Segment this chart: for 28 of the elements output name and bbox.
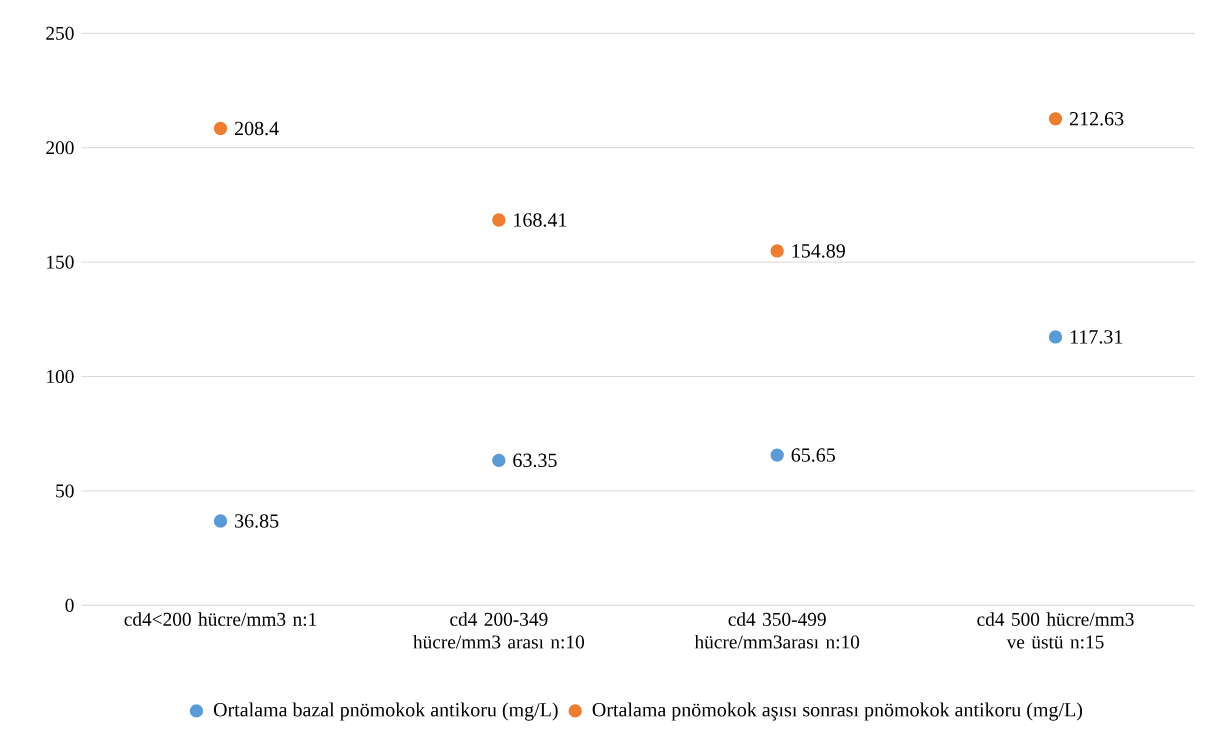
point — [492, 213, 506, 227]
y-tick-label: 100 — [47, 370, 74, 384]
point — [492, 453, 506, 468]
y-tick-label: 250 — [46, 26, 74, 41]
point — [770, 448, 784, 462]
point — [1048, 330, 1063, 344]
y-tick-label: 50 — [56, 484, 74, 498]
y-tick-label: 150 — [47, 255, 74, 269]
point — [213, 122, 228, 136]
y-tick-label: 0 — [65, 598, 74, 613]
data-label: 154.89 — [792, 244, 845, 258]
point — [1048, 112, 1063, 126]
data-label: 65.65 — [791, 448, 835, 463]
point — [213, 514, 228, 528]
data-label: 168.41 — [514, 213, 567, 227]
x-tick-label: cd4<200 hücre/mm3 n:1 — [124, 612, 317, 627]
data-label: 212.63 — [1069, 112, 1124, 126]
x-tick-label: cd4 350-499 hücre/mm3arası n:10 — [694, 612, 860, 649]
legend-label: Ortalama pnömokok aşısı sonrası pnömokok antikoru (mg/L) — [592, 702, 1083, 721]
data-label: 63.35 — [513, 453, 557, 468]
x-tick-label: cd4 200-349 hücre/mm3 arası n:10 — [413, 612, 585, 649]
point — [770, 244, 784, 258]
y-tick-label: 200 — [46, 141, 74, 155]
data-label: 36.85 — [235, 514, 279, 528]
data-label: 117.31 — [1070, 330, 1123, 344]
data-label: 208.4 — [234, 121, 279, 136]
x-tick-label: cd4 500 hücre/mm3 ve üstü n:15 — [977, 612, 1134, 649]
legend-label: Ortalama bazal pnömokok antikoru (mg/L) — [213, 702, 558, 721]
